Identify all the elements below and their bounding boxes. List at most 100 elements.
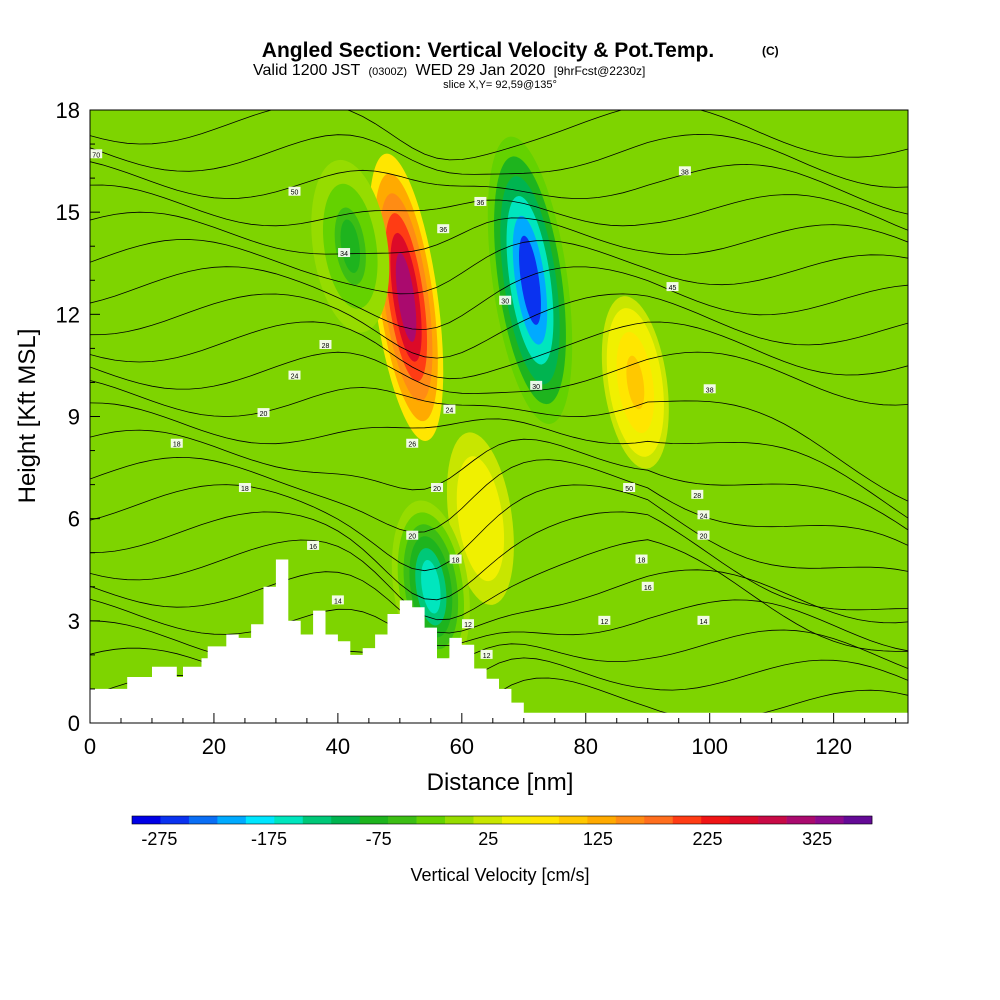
isentrope-16 [90, 239, 908, 295]
contour-label-bg [331, 595, 344, 605]
contour-label-text: 20 [700, 534, 708, 541]
potential-temperature-contours [90, 110, 908, 723]
contour-label-25: 18 [635, 554, 648, 565]
y-axis-label: Height [Kft MSL] [14, 329, 41, 504]
contour-label-text: 18 [241, 486, 249, 493]
updraft-0-layer-5 [395, 252, 417, 342]
colorbar-tick-label: 125 [583, 829, 613, 849]
isentrope-17 [90, 211, 908, 256]
isentrope-15 [90, 266, 908, 331]
colorbar-tick-label: 225 [693, 829, 723, 849]
isentrope-8 [90, 456, 908, 546]
isentrope-20 [90, 133, 908, 188]
colorbar-swatch [587, 816, 617, 824]
contour-label-bg [319, 339, 332, 349]
contour-label-bg [406, 438, 419, 448]
contour-label-19: 28 [691, 489, 704, 500]
contour-label-text: 70 [92, 152, 100, 159]
downdraft-5-layer-5 [340, 219, 361, 273]
downdraft-4-layer-5 [421, 560, 441, 614]
contour-label-bg [691, 489, 704, 499]
svg-text:Valid 1200 JST (0300Z): Valid 1200 JST (0300Z) WED 29 Jan 2020 [… [253, 62, 645, 79]
colorbar-swatch [558, 816, 588, 824]
x-tick-label: 100 [691, 734, 728, 759]
contour-label-text: 24 [446, 408, 454, 415]
contour-label-text: 16 [309, 544, 317, 551]
contour-label-text: 24 [700, 513, 708, 520]
contour-label-bg [462, 619, 475, 629]
contour-label-3: 38 [678, 166, 691, 176]
contour-label-30: 12 [462, 619, 475, 629]
colorbar-label: Vertical Velocity [cm/s] [410, 865, 589, 885]
y-tick-label: 9 [68, 405, 80, 430]
contour-label-bg [480, 649, 493, 659]
colorbar-swatch [160, 816, 190, 824]
colorbar-tick-label: 325 [802, 829, 832, 849]
colorbar-tick-label: -275 [141, 829, 177, 849]
colorbar-swatch [729, 816, 759, 824]
isentrope-19 [90, 161, 908, 215]
isentrope-14 [90, 293, 908, 359]
contour-label-text: 18 [638, 558, 646, 565]
contour-label-8: 28 [319, 339, 332, 350]
colorbar-swatch [274, 816, 304, 824]
contour-label-23: 20 [406, 530, 419, 541]
contour-label-6: 30 [499, 295, 512, 306]
contour-label-21: 20 [697, 530, 710, 541]
contour-label-11: 38 [703, 384, 716, 394]
contour-label-bg [623, 483, 636, 493]
contour-label-bg [474, 196, 487, 206]
colorbar-swatch [502, 816, 531, 824]
contour-label-text: 34 [340, 251, 348, 258]
contour-label-bg [288, 186, 301, 196]
contour-label-text: 36 [439, 227, 447, 234]
x-tick-label: 20 [202, 734, 226, 759]
x-tick-label: 0 [84, 734, 96, 759]
colorbar-swatch [843, 816, 873, 824]
contour-label-bg [530, 380, 543, 390]
contour-label-29: 14 [697, 615, 710, 626]
colorbar-swatch [701, 816, 730, 824]
colorbar-tick-label: -75 [366, 829, 392, 849]
plot-area: 70 50 36 38 36 34 30 45 28 24 30 38 20 24 18 26 18 20 50 28… [90, 110, 908, 723]
contour-label-28: 12 [598, 615, 611, 626]
contour-label-24: 18 [449, 554, 462, 565]
contour-label-20: 24 [697, 510, 710, 520]
contour-label-bg [90, 149, 103, 159]
isentrope-3 [90, 598, 908, 652]
colorbar-swatch [445, 816, 474, 824]
isentrope-7 [90, 484, 908, 572]
isentrope-13 [90, 321, 908, 380]
contour-label-text: 38 [706, 387, 714, 394]
colorbar-tick-label: -175 [251, 829, 287, 849]
contour-label-bg [431, 483, 444, 493]
colorbar-swatch [786, 816, 816, 824]
colorbar: -275 -175 -75 25 125 225 325 [131, 815, 873, 849]
x-tick-label: 80 [574, 734, 598, 759]
contour-label-14: 18 [170, 438, 183, 449]
contour-label-27: 14 [331, 595, 344, 605]
colorbar-swatch [359, 816, 389, 824]
contour-label-bg [437, 224, 450, 234]
colorbar-swatch [302, 816, 332, 824]
contour-label-text: 30 [501, 299, 509, 306]
isentrope-5 [90, 539, 908, 652]
contour-label-17: 20 [431, 483, 444, 493]
contour-label-bg [443, 404, 456, 414]
contour-label-2: 36 [474, 196, 487, 207]
vertical-velocity-field [311, 136, 669, 674]
contour-label-bg [666, 282, 679, 292]
contour-label-bg [257, 408, 270, 418]
updraft-1-layer-5 [626, 355, 645, 410]
contour-label-text: 14 [700, 619, 708, 626]
y-tick-label: 15 [56, 200, 80, 225]
colorbar-tick-label: 25 [478, 829, 498, 849]
contour-label-bg [238, 483, 251, 493]
contour-label-bg [635, 554, 648, 564]
x-axis-label: Distance [nm] [427, 769, 574, 796]
isentrope-12 [90, 351, 908, 406]
subtitle-zulu: (0300Z) [368, 66, 407, 78]
colorbar-swatch [473, 816, 503, 824]
contour-label-bg [499, 295, 512, 305]
downdraft-3-layer-5 [519, 235, 541, 325]
